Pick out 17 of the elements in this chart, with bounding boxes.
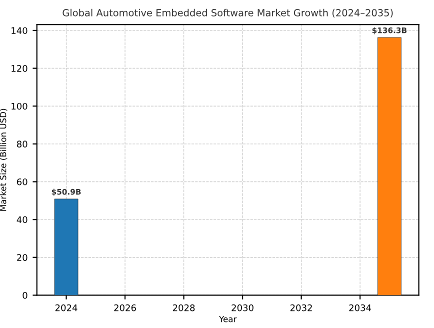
x-tick-label: 2026 [114, 304, 136, 312]
y-axis-title: Market Size (Billion USD) [0, 108, 8, 211]
x-tick-label: 2032 [290, 304, 312, 312]
y-tick-label: 120 [12, 65, 28, 72]
x-tick-label: 2024 [55, 304, 78, 312]
y-tick-label: 60 [17, 178, 28, 186]
y-tick-label: 140 [12, 27, 28, 34]
x-tick-label: 2030 [232, 304, 254, 312]
y-tick-label: 20 [17, 254, 28, 261]
x-axis-title: Year [219, 316, 237, 322]
x-tick-label: 2028 [172, 304, 195, 312]
chart-title: Global Automotive Embedded Software Market Growth (2024–2035) [62, 8, 393, 18]
y-tick-label: 100 [12, 102, 28, 110]
y-tick-label: 80 [16, 140, 28, 148]
y-tick-label: 0 [22, 292, 28, 299]
y-tick-label: 40 [16, 216, 28, 224]
x-tick-label: 2034 [349, 304, 372, 312]
